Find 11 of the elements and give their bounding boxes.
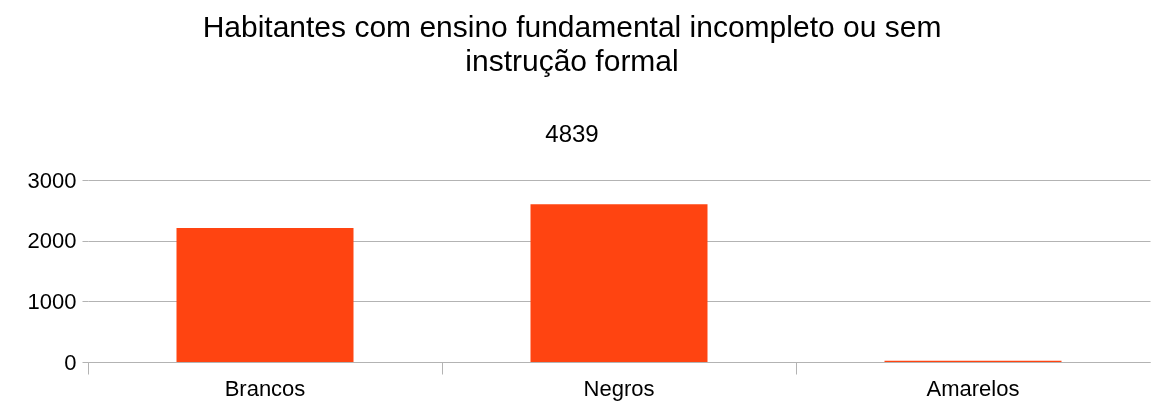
y-tick-label: 3000 bbox=[27, 167, 77, 193]
y-tick-label: 2000 bbox=[27, 228, 77, 254]
x-tick-label: Brancos bbox=[224, 375, 306, 401]
y-tick-label: 1000 bbox=[27, 288, 77, 314]
chart-subtitle: 4839 bbox=[545, 120, 599, 147]
bar bbox=[176, 227, 354, 362]
x-tick-label: Negros bbox=[583, 375, 655, 401]
y-tick-label: 0 bbox=[64, 349, 77, 375]
x-tick-label: Amarelos bbox=[926, 375, 1020, 401]
chart-title: Habitantes com ensino fundamental incompleto ou sem instrução formal bbox=[202, 10, 942, 77]
bar bbox=[530, 204, 708, 362]
